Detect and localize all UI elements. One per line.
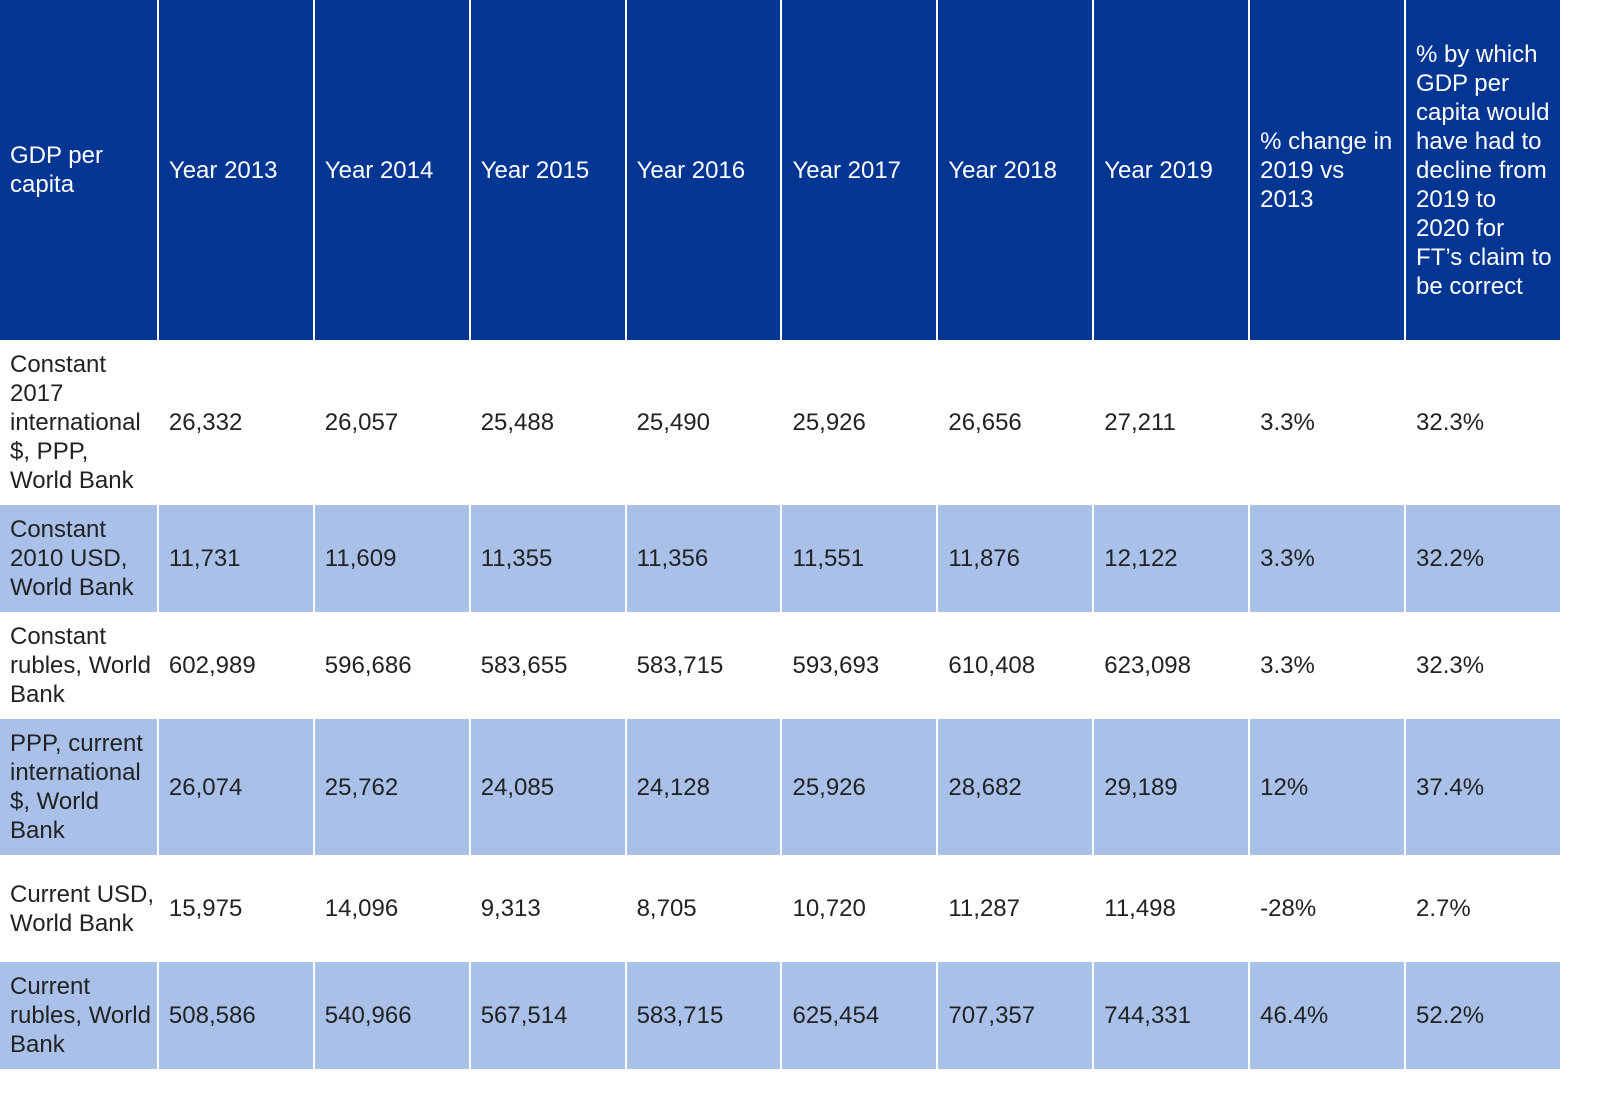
table-cell: 11,876: [937, 505, 1095, 612]
table-cell: 11,356: [625, 505, 783, 612]
header-pct-change: % change in 2019 vs 2013: [1249, 0, 1407, 340]
row-label: Current USD, World Bank: [0, 855, 159, 962]
row-label: Current rubles, World Bank: [0, 962, 159, 1069]
table-cell: 508,586: [157, 962, 315, 1069]
table-cell: 567,514: [469, 962, 627, 1069]
header-year-2015: Year 2015: [469, 0, 627, 340]
table-row: Constant rubles, World Bank 602,989 596,…: [0, 612, 1562, 719]
header-year-2014: Year 2014: [313, 0, 471, 340]
table-row: Constant 2017 international $, PPP, Worl…: [0, 340, 1562, 505]
table-cell: 540,966: [313, 962, 471, 1069]
table-cell: 623,098: [1093, 612, 1251, 719]
table-row: Current USD, World Bank 15,975 14,096 9,…: [0, 855, 1562, 962]
table-cell: 28,682: [937, 719, 1095, 855]
table-cell: 26,057: [313, 340, 471, 505]
table-cell: 11,609: [313, 505, 471, 612]
table-cell: 602,989: [157, 612, 315, 719]
table-cell: 14,096: [313, 855, 471, 962]
header-year-2016: Year 2016: [625, 0, 783, 340]
table-cell: 10,720: [781, 855, 939, 962]
header-year-2013: Year 2013: [157, 0, 315, 340]
table-cell: 26,656: [937, 340, 1095, 505]
table-cell: 24,085: [469, 719, 627, 855]
table-cell: 25,490: [625, 340, 783, 505]
table-cell: 2.7%: [1405, 855, 1562, 962]
table-header: GDP per capita Year 2013 Year 2014 Year …: [0, 0, 1562, 340]
table-cell: 46.4%: [1249, 962, 1407, 1069]
table-cell: 37.4%: [1405, 719, 1562, 855]
table-cell: 583,655: [469, 612, 627, 719]
table-cell: 583,715: [625, 962, 783, 1069]
row-label: PPP, current international $, World Bank: [0, 719, 159, 855]
table-cell: 12%: [1249, 719, 1407, 855]
table-cell: 11,287: [937, 855, 1095, 962]
table-cell: 32.2%: [1405, 505, 1562, 612]
table-cell: 583,715: [625, 612, 783, 719]
table-cell: 29,189: [1093, 719, 1251, 855]
table-cell: 625,454: [781, 962, 939, 1069]
table-cell: 52.2%: [1405, 962, 1562, 1069]
table-cell: 11,355: [469, 505, 627, 612]
table-body: Constant 2017 international $, PPP, Worl…: [0, 340, 1562, 1069]
row-label: Constant 2017 international $, PPP, Worl…: [0, 340, 159, 505]
table-cell: 8,705: [625, 855, 783, 962]
header-gdp-per-capita: GDP per capita: [0, 0, 159, 340]
table-cell: 744,331: [1093, 962, 1251, 1069]
table-cell: 593,693: [781, 612, 939, 719]
table-cell: 25,926: [781, 340, 939, 505]
table-cell: 596,686: [313, 612, 471, 719]
table-cell: 610,408: [937, 612, 1095, 719]
table-cell: 11,498: [1093, 855, 1251, 962]
table-cell: 11,731: [157, 505, 315, 612]
table-cell: 12,122: [1093, 505, 1251, 612]
table-row: PPP, current international $, World Bank…: [0, 719, 1562, 855]
table-cell: 15,975: [157, 855, 315, 962]
header-pct-decline-needed: % by which GDP per capita would have had…: [1405, 0, 1562, 340]
header-row: GDP per capita Year 2013 Year 2014 Year …: [0, 0, 1562, 340]
table-cell: 24,128: [625, 719, 783, 855]
table-cell: 25,926: [781, 719, 939, 855]
table-cell: 25,762: [313, 719, 471, 855]
table-cell: 9,313: [469, 855, 627, 962]
header-year-2017: Year 2017: [781, 0, 939, 340]
table-cell: -28%: [1249, 855, 1407, 962]
table-cell: 3.3%: [1249, 612, 1407, 719]
table-cell: 3.3%: [1249, 505, 1407, 612]
table-row: Constant 2010 USD, World Bank 11,731 11,…: [0, 505, 1562, 612]
table-cell: 25,488: [469, 340, 627, 505]
header-year-2018: Year 2018: [937, 0, 1095, 340]
table-cell: 32.3%: [1405, 612, 1562, 719]
table-cell: 3.3%: [1249, 340, 1407, 505]
table-row: Current rubles, World Bank 508,586 540,9…: [0, 962, 1562, 1069]
table-cell: 26,074: [157, 719, 315, 855]
table-cell: 707,357: [937, 962, 1095, 1069]
header-year-2019: Year 2019: [1093, 0, 1251, 340]
table-cell: 26,332: [157, 340, 315, 505]
table-cell: 11,551: [781, 505, 939, 612]
table-cell: 32.3%: [1405, 340, 1562, 505]
gdp-per-capita-table: GDP per capita Year 2013 Year 2014 Year …: [0, 0, 1562, 1069]
row-label: Constant 2010 USD, World Bank: [0, 505, 159, 612]
table-cell: 27,211: [1093, 340, 1251, 505]
row-label: Constant rubles, World Bank: [0, 612, 159, 719]
